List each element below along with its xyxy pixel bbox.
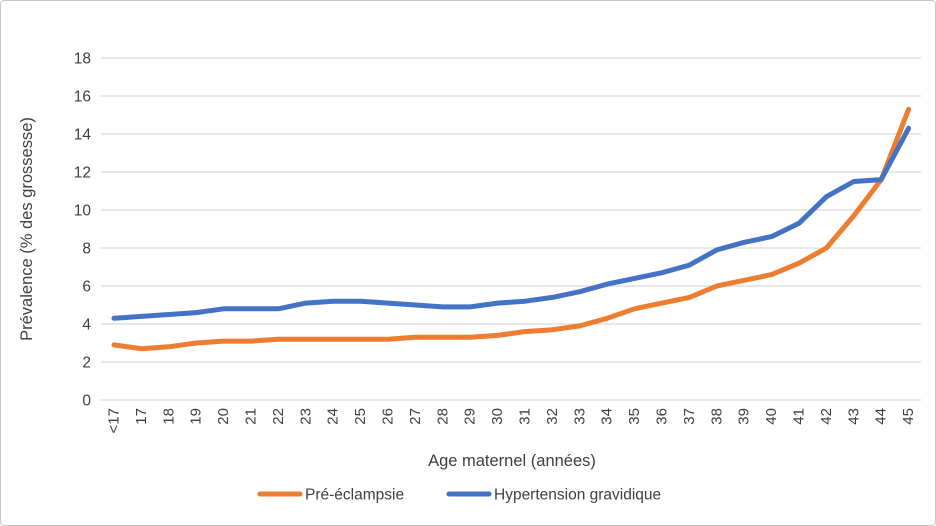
y-axis-title: Prévalence (% des grossesse) [18, 117, 36, 341]
y-tick-label-8: 8 [82, 241, 91, 258]
gridlines [101, 57, 921, 401]
x-tick-label-23: 39 [736, 408, 753, 425]
x-tick-label-0: <17 [106, 408, 123, 433]
y-tick-label-6: 6 [82, 279, 91, 296]
series-line-0 [111, 106, 912, 352]
legend: Pré-éclampsie Hypertension gravidique [257, 487, 661, 504]
x-tick-label-24: 40 [763, 408, 780, 425]
x-axis-tick-labels: <17 17 18 19 20 21 22 23 24 25 26 27 28 29 30 31 32 33 34 3… [106, 408, 918, 433]
x-tick-label-22: 38 [708, 408, 725, 425]
x-tick-label-20: 36 [654, 408, 671, 425]
x-tick-label-29: 45 [900, 408, 917, 425]
x-axis-title: Age maternel (années) [428, 452, 596, 470]
x-tick-label-26: 42 [818, 408, 835, 425]
x-tick-label-28: 44 [873, 408, 890, 425]
x-tick-label-7: 23 [297, 408, 314, 425]
legend-label-hypertension: Hypertension gravidique [494, 487, 661, 504]
x-tick-label-3: 19 [188, 408, 205, 425]
y-tick-label-12: 12 [74, 165, 91, 182]
y-tick-label-18: 18 [74, 51, 91, 68]
series-line-1 [111, 125, 912, 321]
x-tick-label-21: 37 [681, 408, 698, 425]
x-tick-label-9: 25 [352, 408, 369, 425]
x-tick-label-2: 18 [160, 408, 177, 425]
x-tick-label-13: 29 [462, 408, 479, 425]
y-tick-label-16: 16 [74, 89, 91, 106]
x-tick-label-17: 33 [571, 408, 588, 425]
x-tick-label-25: 41 [791, 408, 808, 425]
series-lines [111, 106, 912, 352]
x-tick-label-6: 22 [270, 408, 287, 425]
x-tick-label-18: 34 [599, 408, 616, 425]
y-tick-label-14: 14 [74, 127, 92, 144]
x-tick-label-19: 35 [626, 408, 643, 425]
y-tick-label-0: 0 [82, 393, 91, 410]
y-tick-label-2: 2 [82, 355, 91, 372]
x-tick-label-11: 27 [407, 408, 424, 425]
x-tick-label-8: 24 [325, 408, 342, 425]
x-tick-label-10: 26 [380, 408, 397, 425]
x-tick-label-16: 32 [544, 408, 561, 425]
y-axis-tick-labels: 0 2 4 6 8 10 12 14 16 18 [74, 51, 92, 410]
x-tick-label-5: 21 [243, 408, 260, 425]
y-tick-label-10: 10 [74, 203, 92, 220]
x-tick-label-1: 17 [133, 408, 150, 425]
y-tick-label-4: 4 [82, 317, 91, 334]
x-tick-label-12: 28 [434, 408, 451, 425]
x-tick-label-4: 20 [215, 408, 232, 425]
x-tick-label-14: 30 [489, 408, 506, 425]
x-tick-label-27: 43 [845, 408, 862, 425]
legend-label-preeclampsie: Pré-éclampsie [305, 487, 404, 504]
x-tick-label-15: 31 [517, 408, 534, 425]
